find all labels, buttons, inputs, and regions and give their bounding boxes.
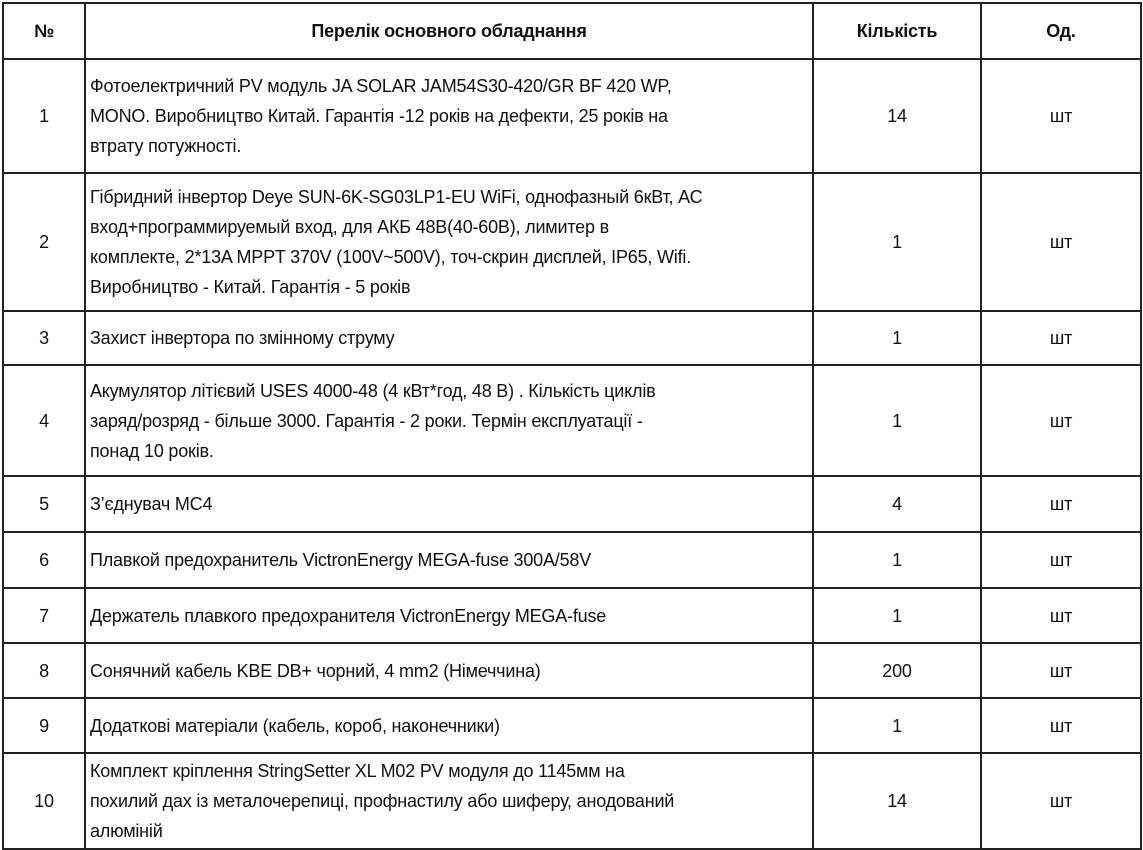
item-quantity: 1 [812, 697, 982, 754]
row-number: 8 [2, 642, 86, 699]
table-row: 4 Акумулятор літієвий USES 4000-48 (4 кВт… [2, 364, 1142, 477]
row-number: 6 [2, 531, 86, 589]
table-row: 6 Плавкой предохранитель VictronEnergy ME… [2, 531, 1142, 589]
item-quantity: 1 [812, 364, 982, 477]
item-quantity: 1 [812, 531, 982, 589]
row-number: 10 [2, 752, 86, 850]
header-quantity: Кількість [812, 2, 982, 60]
item-unit: шт [980, 531, 1142, 589]
item-quantity: 1 [812, 172, 982, 312]
row-number: 4 [2, 364, 86, 477]
table-row: 1 Фотоелектричний PV модуль JA SOLAR JAM5… [2, 58, 1142, 174]
item-description: Акумулятор літієвий USES 4000-48 (4 кВт*… [84, 364, 814, 477]
item-description: Комплект кріплення StringSetter XL M02 P… [84, 752, 814, 850]
item-unit: шт [980, 475, 1142, 533]
item-description: Гібридний інвертор Deye SUN-6K-SG03LP1-E… [84, 172, 814, 312]
item-quantity: 200 [812, 642, 982, 699]
item-description: Держатель плавкого предохранителя Victro… [84, 587, 814, 644]
item-unit: шт [980, 697, 1142, 754]
table-row: 10 Комплект кріплення StringSetter XL M02… [2, 752, 1142, 850]
item-description: Плавкой предохранитель VictronEnergy MEG… [84, 531, 814, 589]
row-number: 5 [2, 475, 86, 533]
item-description: З’єднувач MC4 [84, 475, 814, 533]
item-description: Сонячний кабель KBE DB+ чорний, 4 mm2 (Н… [84, 642, 814, 699]
row-number: 3 [2, 310, 86, 366]
item-description: Додаткові матеріали (кабель, короб, нако… [84, 697, 814, 754]
table-row: 8 Сонячний кабель KBE DB+ чорний, 4 mm2 (… [2, 642, 1142, 699]
item-quantity: 1 [812, 310, 982, 366]
table-row: 7 Держатель плавкого предохранителя Victr… [2, 587, 1142, 644]
item-quantity: 14 [812, 58, 982, 174]
row-number: 2 [2, 172, 86, 312]
item-description: Захист інвертора по змінному струму [84, 310, 814, 366]
item-quantity: 1 [812, 587, 982, 644]
item-unit: шт [980, 364, 1142, 477]
header-row: № Перелік основного обладнання Кількість… [2, 2, 1142, 60]
item-unit: шт [980, 172, 1142, 312]
table-row: 5 З’єднувач MC4 4 шт [2, 475, 1142, 533]
item-quantity: 14 [812, 752, 982, 850]
item-unit: шт [980, 642, 1142, 699]
row-number: 7 [2, 587, 86, 644]
row-number: 9 [2, 697, 86, 754]
table-row: 9 Додаткові матеріали (кабель, короб, нак… [2, 697, 1142, 754]
item-unit: шт [980, 752, 1142, 850]
item-quantity: 4 [812, 475, 982, 533]
item-unit: шт [980, 310, 1142, 366]
header-number: № [2, 2, 86, 60]
row-number: 1 [2, 58, 86, 174]
item-description: Фотоелектричний PV модуль JA SOLAR JAM54… [84, 58, 814, 174]
table-row: 2 Гібридний інвертор Deye SUN-6K-SG03LP1-… [2, 172, 1142, 312]
header-name: Перелік основного обладнання [84, 2, 814, 60]
header-unit: Од. [980, 2, 1142, 60]
item-unit: шт [980, 58, 1142, 174]
item-unit: шт [980, 587, 1142, 644]
table-row: 3 Захист інвертора по змінному струму 1 шт [2, 310, 1142, 366]
